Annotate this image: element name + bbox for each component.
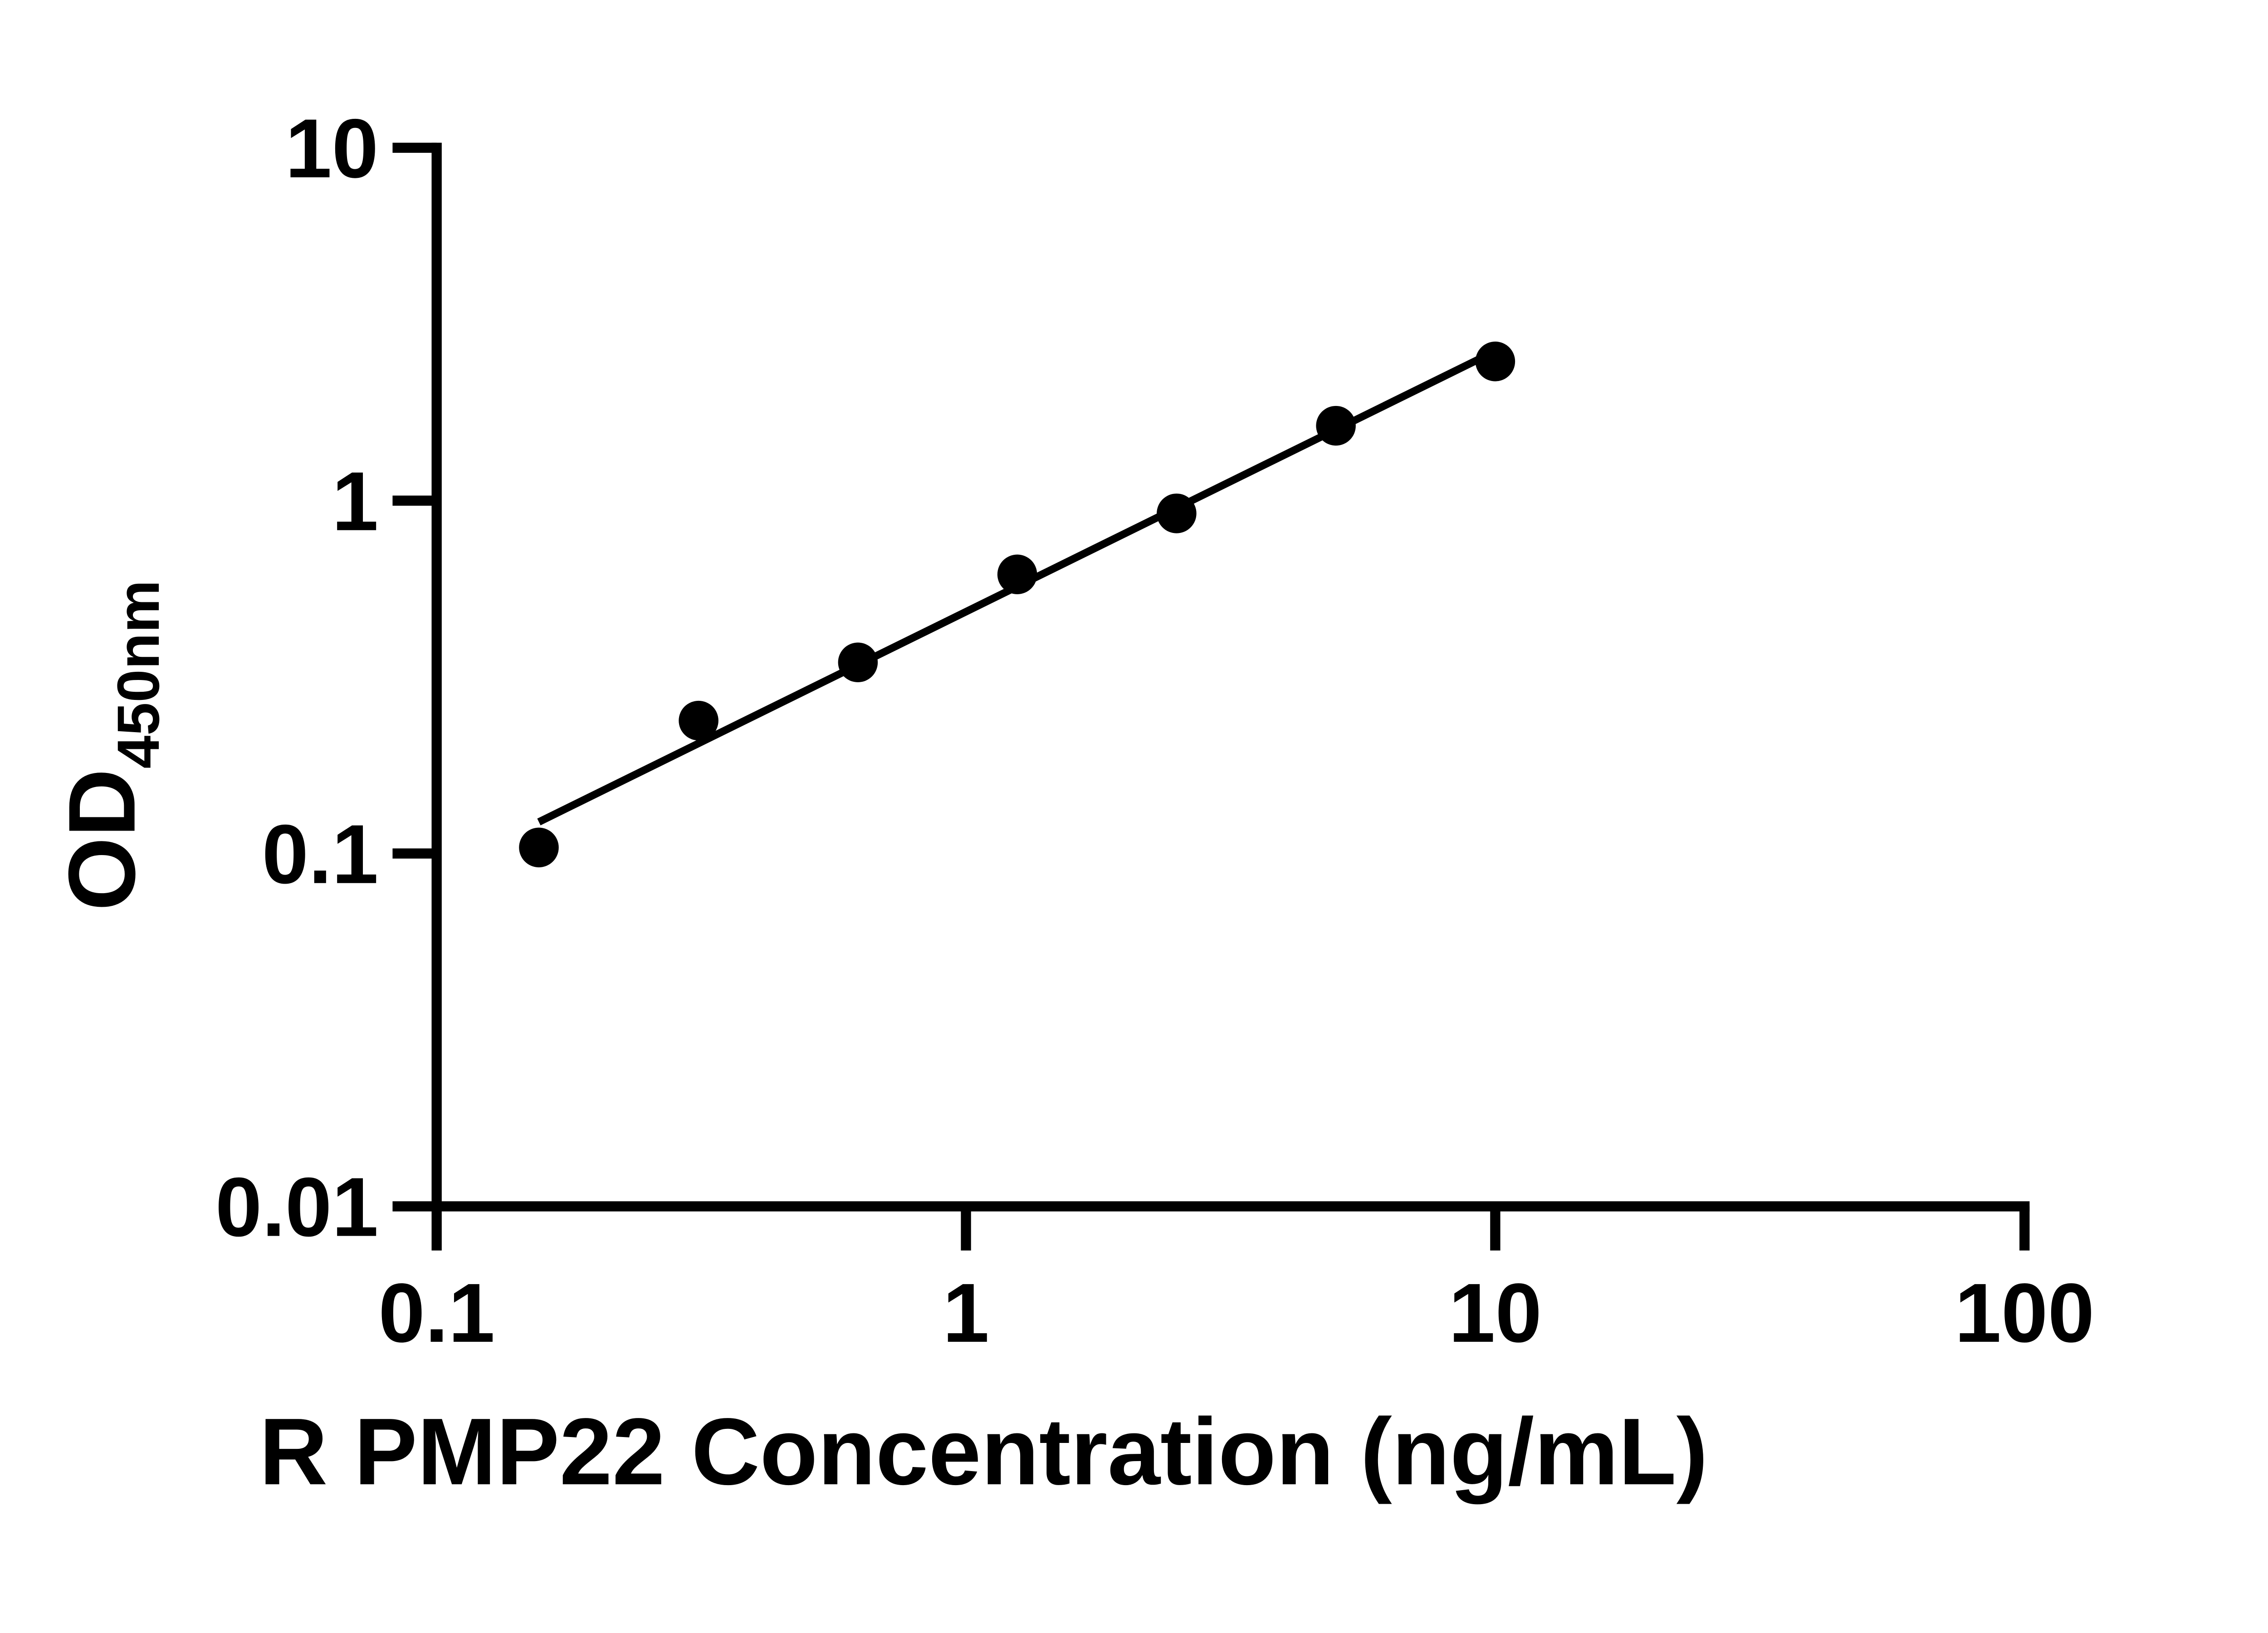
y-tick-label: 10 <box>285 102 379 196</box>
y-tick-label: 1 <box>332 455 379 548</box>
y-axis-title-subscript: 450nm <box>105 580 171 769</box>
data-point <box>1316 406 1356 446</box>
plot-svg: 0.1 1 10 100 10 1 0.1 0.01 R PMP22 Concentratio… <box>49 102 2095 1505</box>
x-tick-label: 100 <box>1955 1266 2094 1360</box>
x-tick-label: 0.1 <box>378 1266 495 1360</box>
chart-layer: 0.1 1 10 100 10 1 0.1 0.01 <box>215 102 2095 1360</box>
data-point <box>838 642 878 683</box>
x-axis-title: R PMP22 Concentration (ng/mL) <box>259 1399 1708 1505</box>
data-point <box>519 827 559 868</box>
data-point <box>1157 494 1197 533</box>
data-point <box>679 700 719 741</box>
data-point <box>997 554 1037 595</box>
data-point <box>1475 342 1515 381</box>
y-axis-title-main: OD <box>49 768 155 911</box>
y-tick-label: 0.1 <box>262 808 378 901</box>
x-tick-label: 10 <box>1449 1266 1542 1360</box>
elisa-standard-curve-figure: 0.1 1 10 100 10 1 0.1 0.01 R PMP22 Concentratio… <box>49 102 2095 1505</box>
x-tick-label: 1 <box>943 1266 989 1360</box>
y-tick-label: 0.01 <box>215 1161 379 1254</box>
y-axis-title: OD450nm <box>49 580 171 911</box>
